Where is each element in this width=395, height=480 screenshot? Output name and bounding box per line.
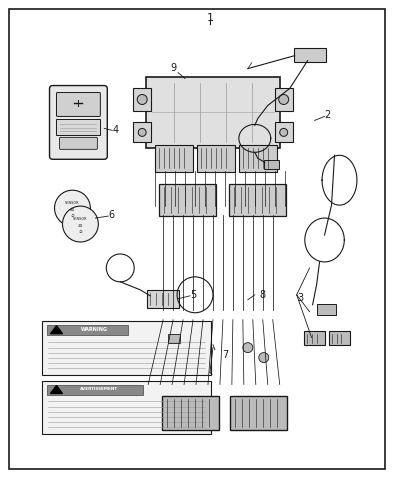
- Text: 2: 2: [325, 110, 331, 120]
- FancyBboxPatch shape: [47, 325, 128, 335]
- Text: WARNING: WARNING: [81, 327, 108, 332]
- Text: ⑦: ⑦: [79, 230, 82, 234]
- FancyBboxPatch shape: [197, 145, 235, 172]
- FancyBboxPatch shape: [60, 137, 97, 149]
- FancyBboxPatch shape: [162, 396, 219, 431]
- FancyBboxPatch shape: [275, 87, 293, 111]
- FancyBboxPatch shape: [230, 396, 287, 431]
- Text: SENSOR: SENSOR: [73, 217, 88, 221]
- FancyBboxPatch shape: [147, 290, 179, 308]
- FancyBboxPatch shape: [133, 122, 151, 143]
- Text: 20: 20: [70, 208, 75, 212]
- FancyBboxPatch shape: [293, 48, 325, 61]
- Text: 20: 20: [78, 224, 83, 228]
- FancyBboxPatch shape: [229, 184, 286, 216]
- Circle shape: [243, 343, 253, 353]
- FancyBboxPatch shape: [168, 335, 181, 343]
- Text: 3: 3: [298, 293, 304, 303]
- Text: 1: 1: [207, 13, 213, 23]
- FancyBboxPatch shape: [264, 160, 279, 169]
- Text: 5: 5: [190, 290, 196, 300]
- Text: 7: 7: [222, 349, 228, 360]
- FancyBboxPatch shape: [41, 321, 211, 374]
- FancyBboxPatch shape: [47, 385, 143, 395]
- Text: 9: 9: [170, 62, 176, 72]
- FancyBboxPatch shape: [146, 77, 280, 148]
- FancyBboxPatch shape: [304, 331, 325, 345]
- Circle shape: [279, 95, 289, 105]
- FancyBboxPatch shape: [49, 85, 107, 159]
- FancyBboxPatch shape: [56, 93, 100, 117]
- FancyBboxPatch shape: [159, 184, 216, 216]
- Text: 6: 6: [108, 210, 115, 220]
- Polygon shape: [51, 385, 62, 394]
- Circle shape: [62, 206, 98, 242]
- Text: SENSOR: SENSOR: [65, 201, 80, 205]
- Text: AVERTISSEMENT: AVERTISSEMENT: [80, 387, 118, 392]
- FancyBboxPatch shape: [317, 304, 336, 315]
- FancyBboxPatch shape: [155, 145, 193, 172]
- FancyBboxPatch shape: [56, 120, 100, 135]
- FancyBboxPatch shape: [133, 87, 151, 111]
- Polygon shape: [51, 326, 62, 334]
- Circle shape: [138, 128, 146, 136]
- FancyBboxPatch shape: [275, 122, 293, 143]
- FancyBboxPatch shape: [239, 145, 277, 172]
- Circle shape: [280, 128, 288, 136]
- FancyBboxPatch shape: [41, 381, 211, 434]
- Circle shape: [259, 353, 269, 362]
- Text: 4: 4: [112, 125, 118, 135]
- FancyBboxPatch shape: [329, 331, 350, 345]
- Circle shape: [137, 95, 147, 105]
- Circle shape: [55, 190, 90, 226]
- Text: 8: 8: [260, 290, 266, 300]
- Text: ⑦: ⑦: [71, 214, 74, 218]
